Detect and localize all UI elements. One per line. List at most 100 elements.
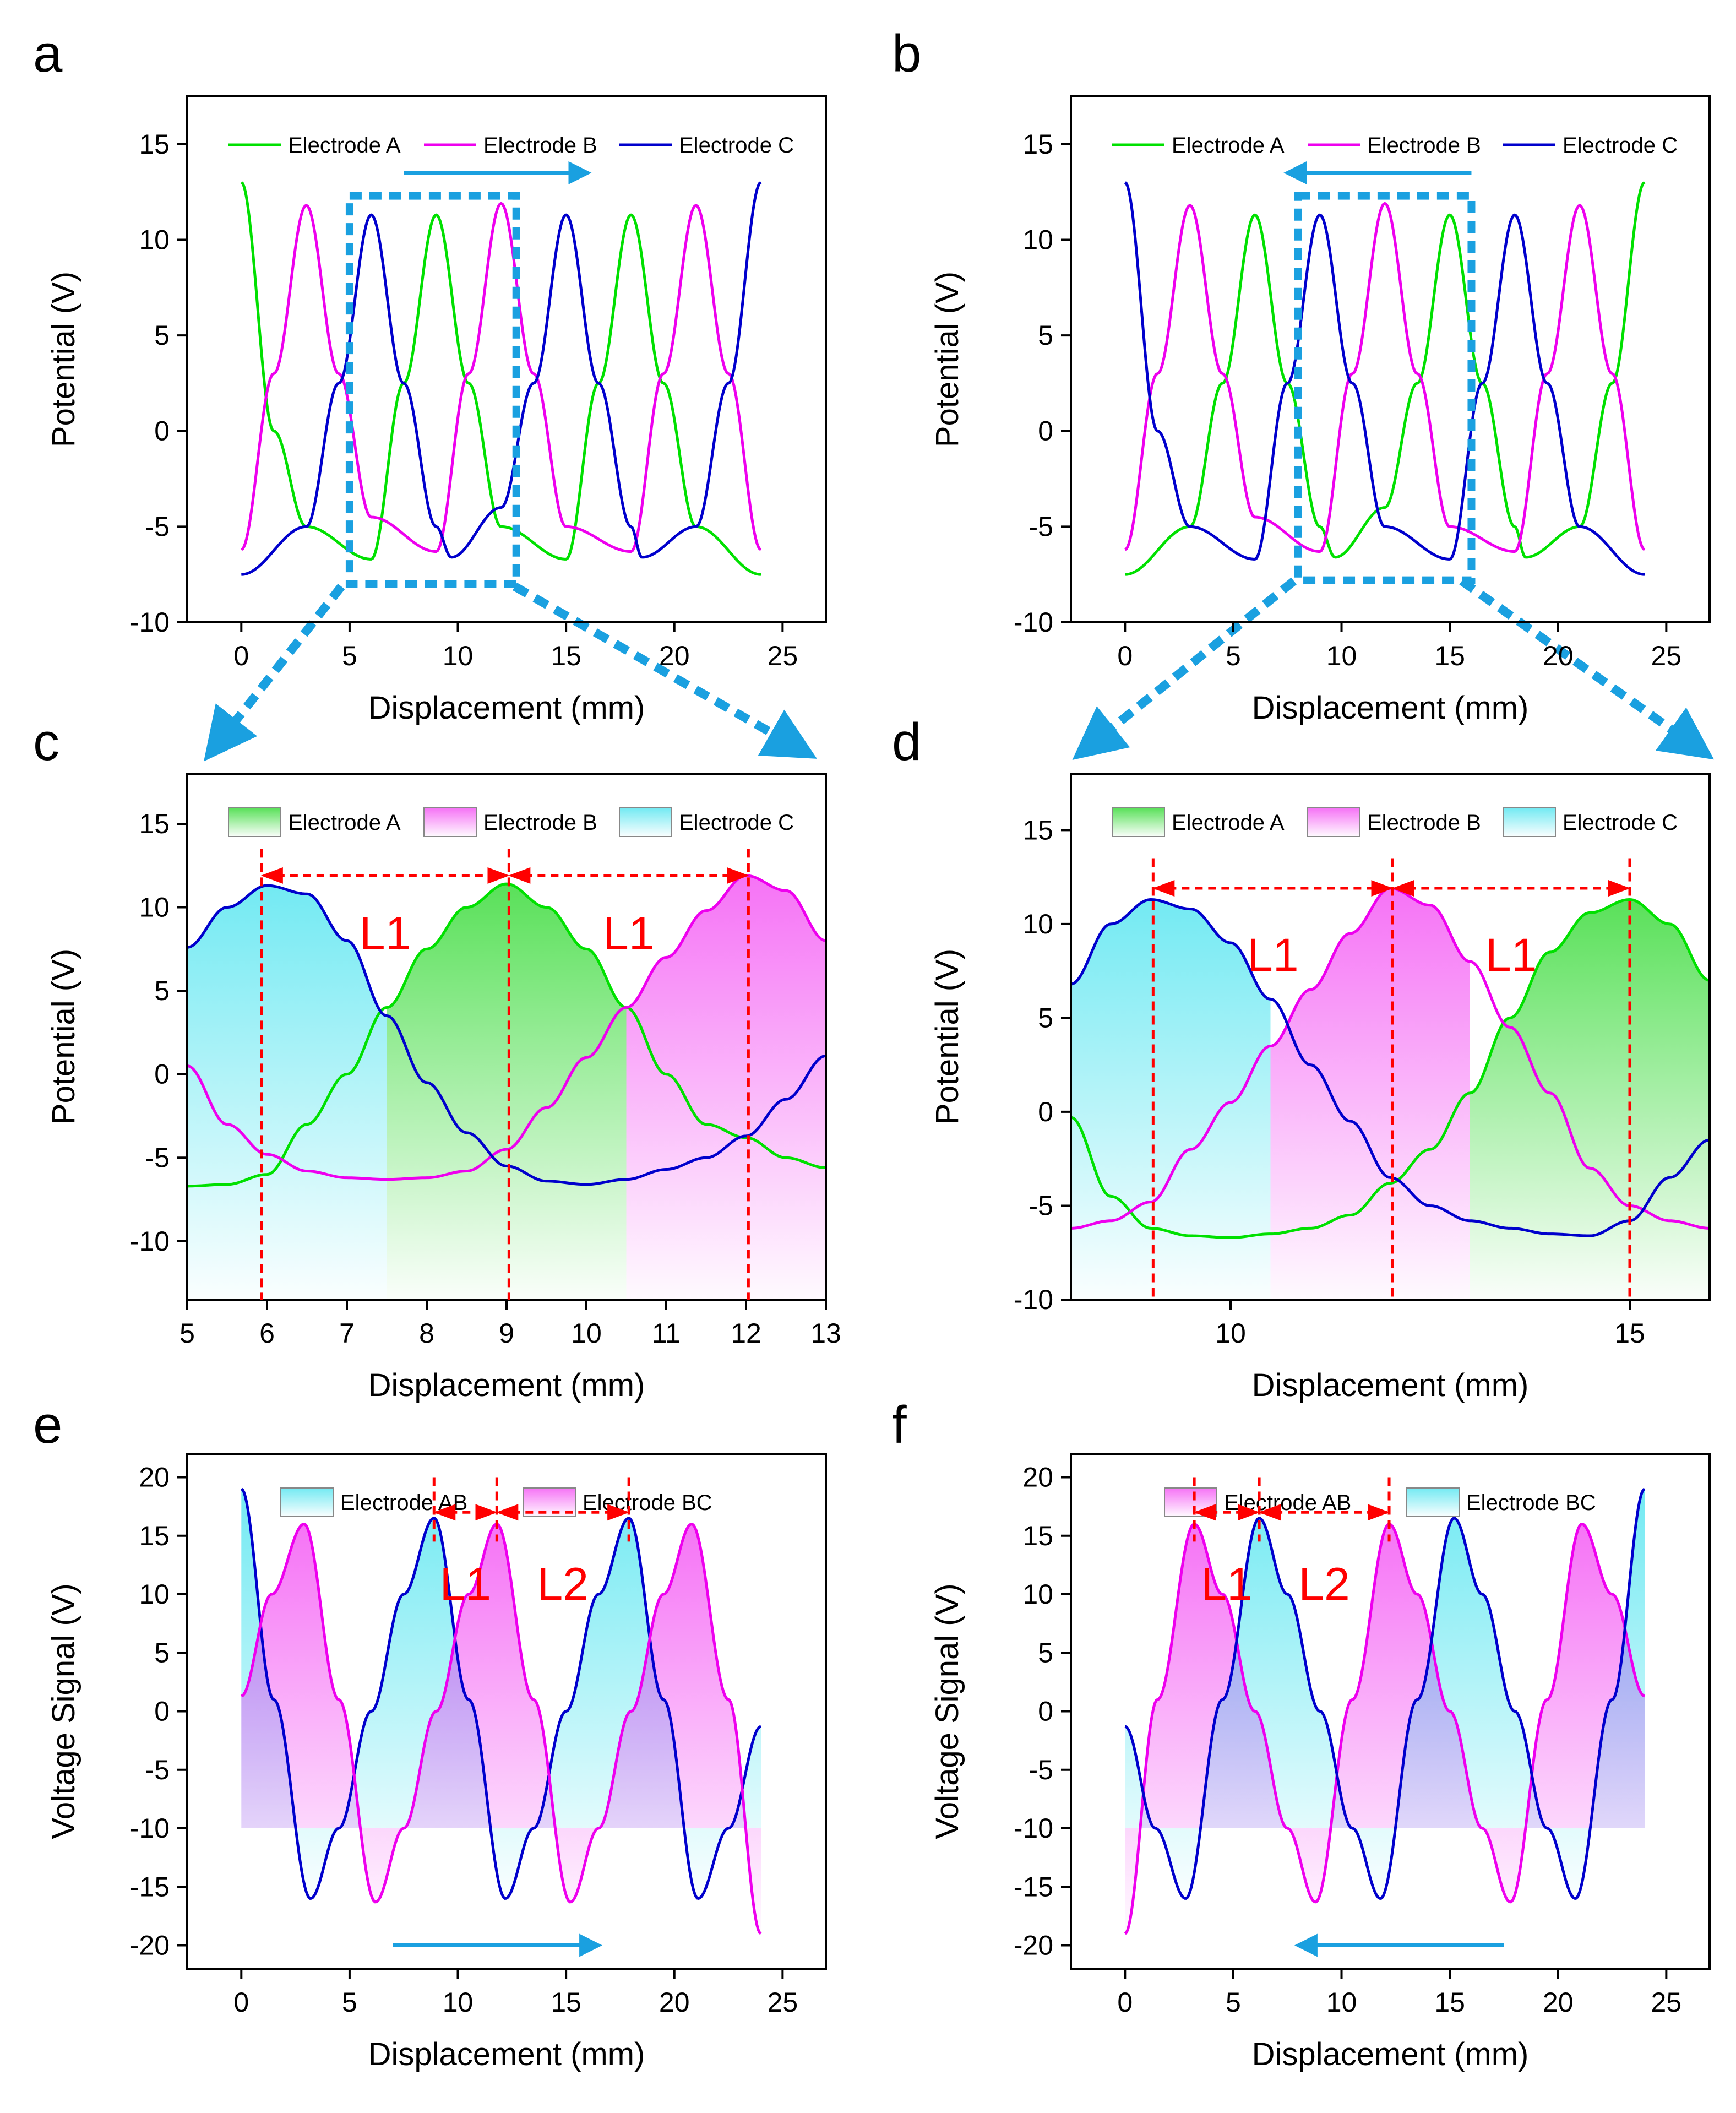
legend-label: Electrode AB [340, 1491, 467, 1515]
series-fill-electrode-b [626, 875, 826, 1300]
x-tick-label: 5 [179, 1318, 195, 1349]
plot-frame [186, 95, 827, 623]
span-label: L2 [537, 1558, 589, 1610]
x-tick-label: 20 [659, 640, 690, 671]
x-tick-label: 11 [652, 1318, 681, 1349]
x-tick-label: 12 [731, 1318, 761, 1349]
y-tick-label: -10 [130, 607, 170, 638]
series-line-electrode-c [187, 884, 826, 1186]
y-tick-label: -10 [130, 1226, 170, 1257]
y-tick-label: 10 [1022, 909, 1053, 939]
x-tick-label: 25 [768, 1987, 798, 2018]
series-line-electrode-b [1124, 202, 1646, 553]
y-tick-label: -15 [130, 1871, 170, 1902]
y-tick-label: 15 [139, 808, 170, 839]
x-tick-label: 25 [1651, 640, 1682, 671]
legend-label: Electrode B [483, 133, 597, 157]
y-tick-label: 0 [1038, 1096, 1053, 1127]
x-tick-label: 10 [1326, 1987, 1357, 2018]
y-tick-label: 0 [154, 1059, 170, 1090]
y-tick-label: -5 [1029, 1190, 1053, 1221]
legend-label: Electrode BC [583, 1491, 712, 1515]
plot-area [240, 181, 762, 576]
y-tick-label: -5 [1029, 511, 1053, 542]
y-tick-label: 10 [1022, 1579, 1053, 1610]
x-tick-label: 15 [1434, 1987, 1465, 2018]
series-line-electrode-b [187, 874, 826, 1181]
legend-swatch [619, 807, 672, 837]
x-tick-label: 0 [1117, 640, 1133, 671]
series-line-electrode-a [187, 882, 826, 1188]
zoom-connector-a-right [513, 583, 817, 759]
x-tick-label: 0 [233, 640, 249, 671]
plot-frame [1070, 95, 1711, 623]
chart-panel-c: 5 6 7 8 9 10 11 12 13 -10 -5 0 5 10 15 Displacement (mm… [46, 773, 841, 1403]
x-tick-label: 5 [342, 640, 357, 671]
chart-panel-d: 10 15 -10 -5 0 5 10 15 Displacement (mm) Potentia… [929, 773, 1711, 1403]
panel-label-b: b [892, 24, 921, 83]
x-tick-label: 10 [443, 640, 474, 671]
x-tick-label: 13 [810, 1318, 841, 1349]
legend-swatch [228, 807, 281, 837]
series-line-electrode-bc [241, 1522, 762, 1935]
x-axis-label: Displacement (mm) [368, 2036, 645, 2072]
y-axis-label: Potential (V) [929, 949, 965, 1125]
x-tick-label: 6 [259, 1318, 275, 1349]
x-tick-label: 5 [1226, 640, 1241, 671]
y-tick-label: 10 [1022, 224, 1053, 255]
plot-area [1124, 181, 1646, 576]
x-tick-label: 8 [419, 1318, 434, 1349]
y-axis-label: Potential (V) [46, 271, 81, 447]
y-tick-label: -5 [1029, 1755, 1053, 1785]
y-tick-label: -10 [1014, 1284, 1053, 1315]
series-fill-electrode-c [1071, 899, 1271, 1300]
x-axis-label: Displacement (mm) [1252, 690, 1529, 726]
legend-label: Electrode C [1563, 811, 1678, 835]
legend-swatch [423, 807, 477, 837]
x-axis-label: Displacement (mm) [368, 1367, 645, 1403]
legend-swatch [1164, 1487, 1217, 1517]
y-tick-label: -10 [130, 1813, 170, 1844]
x-tick-label: 10 [443, 1987, 474, 2018]
legend-label: Electrode C [679, 133, 794, 157]
span-label: L1 [440, 1558, 491, 1610]
y-tick-label: 5 [1038, 1637, 1053, 1668]
panel-label-e: e [33, 1395, 62, 1454]
y-tick-label: -5 [145, 511, 170, 542]
y-tick-label: 5 [154, 1637, 170, 1668]
series-line-electrode-a [1125, 181, 1646, 576]
chart-panel-a: 0 5 10 15 20 25 -10 -5 0 5 10 15 Displacement (mm) Po… [46, 95, 827, 726]
span-label: L1 [603, 907, 654, 959]
span-label: L2 [1298, 1558, 1349, 1610]
y-tick-label: 0 [1038, 416, 1053, 447]
zoom-connectors [204, 577, 1715, 762]
plot-area [240, 1487, 762, 1935]
x-tick-label: 20 [1543, 1987, 1574, 2018]
legend-label: Electrode BC [1466, 1491, 1596, 1515]
y-axis-label: Voltage Signal (V) [929, 1583, 965, 1839]
zoom-highlight-box [345, 192, 520, 588]
x-tick-label: 10 [1326, 640, 1357, 671]
series-line-electrode-a [240, 181, 761, 576]
y-tick-label: 15 [1022, 1520, 1053, 1551]
y-tick-label: 0 [1038, 1696, 1053, 1727]
span-label: L1 [1485, 929, 1537, 981]
series-fill-electrode-a [387, 884, 627, 1300]
span-label: L1 [1201, 1558, 1252, 1610]
x-tick-label: 15 [1614, 1318, 1645, 1349]
legend-label: Electrode A [1172, 133, 1285, 157]
series-fill-electrode-bc [241, 1524, 761, 1934]
plot-frame [1070, 773, 1711, 1301]
y-tick-label: 10 [139, 892, 170, 923]
y-tick-label: 0 [154, 1696, 170, 1727]
series-fill-electrode-bc [1125, 1489, 1645, 1899]
x-tick-label: 0 [233, 1987, 249, 2018]
panel-label-f: f [892, 1395, 907, 1454]
y-tick-label: 15 [139, 1520, 170, 1551]
legend-label: Electrode C [1563, 133, 1678, 157]
x-tick-label: 0 [1117, 1987, 1133, 2018]
zoom-connector-b-right [1459, 577, 1715, 760]
y-tick-label: -15 [1014, 1871, 1053, 1902]
series-line-electrode-c [1071, 898, 1710, 1237]
